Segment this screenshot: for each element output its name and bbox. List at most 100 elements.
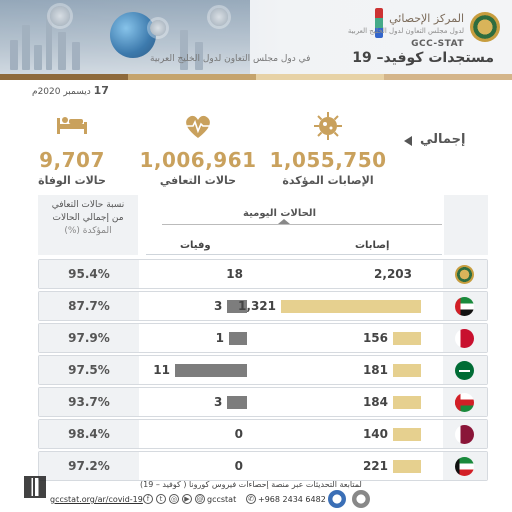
cases-bar <box>393 460 421 473</box>
deaths-bar <box>227 300 247 313</box>
cases-bar <box>393 428 421 441</box>
partner-logo-icon <box>352 490 370 508</box>
flag-column-header <box>444 195 488 255</box>
virus-icon <box>150 20 166 36</box>
cases-header: إصابات <box>355 240 390 251</box>
totals-label: إجمالي <box>420 132 466 147</box>
triangle-pointer-icon <box>404 136 412 146</box>
cases-value: 2,203 <box>374 267 412 281</box>
org-short: GCC-STAT <box>411 39 464 49</box>
recovery-ratio: 97.2% <box>39 452 139 480</box>
cases-value: 181 <box>362 363 388 377</box>
ratio-header-line: المؤكدة (%) <box>64 226 112 236</box>
table-row: 97.5% 11 181 <box>38 355 488 385</box>
deaths-bar <box>227 396 247 409</box>
footer-link[interactable]: gccstat.org/ar/covid-19 <box>50 495 143 504</box>
deaths-header: وفيات <box>180 240 211 251</box>
gcc-logo-icon <box>470 12 500 42</box>
deaths-value: 1 <box>215 331 224 345</box>
virus-icon <box>210 8 228 26</box>
footer-note: لمتابعة التحديثات عبر منصة إحصاءات فيروس… <box>140 480 362 489</box>
bahrain-flag-icon <box>455 329 474 348</box>
oman-flag-icon <box>455 393 474 412</box>
org-name: المركز الإحصائي لدول مجلس التعاون لدول ا… <box>348 12 464 51</box>
cases-bar <box>393 364 421 377</box>
gcc-emblem-icon <box>455 265 474 284</box>
instagram-icon[interactable]: ◎ <box>169 494 179 504</box>
flag-cell <box>443 420 487 448</box>
flag-cell <box>443 356 487 384</box>
deaths-bar <box>175 364 247 377</box>
page-title: مستجدات كوفيد– 19 <box>352 50 494 66</box>
flag-cell <box>443 388 487 416</box>
whatsapp-icon[interactable]: ✆ <box>246 494 256 504</box>
table-row: 87.7% 3 1,321 <box>38 291 488 321</box>
org-name-ar: المركز الإحصائي <box>389 12 464 25</box>
cases-value: 221 <box>362 459 388 473</box>
stat-recovered: 1,006,961 حالات التعافي <box>128 110 268 187</box>
stat-value: 1,006,961 <box>139 148 257 172</box>
flag-cell <box>443 292 487 320</box>
stat-label: حالات الوفاة <box>38 174 106 187</box>
cases-value: 156 <box>362 331 388 345</box>
youtube-icon[interactable]: ▶ <box>182 494 192 504</box>
deaths-value: 3 <box>214 299 223 313</box>
facebook-icon[interactable]: f <box>143 494 153 504</box>
virus-icon <box>50 6 70 26</box>
table-row: 98.4% 0 140 <box>38 419 488 449</box>
ratio-column-header: نسبة حالات التعافي من إجمالي الحالات الم… <box>38 195 138 255</box>
deaths-value: 3 <box>214 395 223 409</box>
table-row: 93.7% 3 184 <box>38 387 488 417</box>
org-sub-ar: لدول مجلس التعاون لدول الخليج العربية <box>347 27 464 35</box>
date-month: ديسمبر 2020م <box>32 87 91 97</box>
twitter-icon[interactable]: t <box>156 494 166 504</box>
ratio-header-line: نسبة حالات التعافي <box>51 200 125 210</box>
phone-number[interactable]: +968 2434 6482 <box>258 495 326 504</box>
recovery-ratio: 98.4% <box>39 420 139 448</box>
cases-value: 140 <box>362 427 388 441</box>
kuwait-flag-icon <box>455 457 474 476</box>
cases-value: 184 <box>362 395 388 409</box>
partner-logo-icon <box>328 490 346 508</box>
uae-flag-icon <box>455 297 474 316</box>
recovery-ratio: 97.9% <box>39 324 139 352</box>
gcc-stat-emblem-icon <box>375 8 383 38</box>
header-stripe <box>0 74 512 80</box>
stat-label: الإصابات المؤكدة <box>282 174 374 187</box>
stat-confirmed: 1,055,750 الإصابات المؤكدة <box>258 110 398 187</box>
stat-value: 9,707 <box>39 148 105 172</box>
daily-column-header <box>146 195 442 255</box>
cases-bar <box>393 332 421 345</box>
cases-bar <box>393 396 421 409</box>
deaths-value: 0 <box>234 427 243 441</box>
deaths-value: 0 <box>234 459 243 473</box>
recovery-ratio: 95.4% <box>39 260 139 288</box>
recovery-ratio: 93.7% <box>39 388 139 416</box>
divider <box>162 224 442 225</box>
table-row: 97.2% 0 221 <box>38 451 488 481</box>
ratio-header-line: من إجمالي الحالات <box>52 213 124 223</box>
table-row: 95.4% 18 2,203 <box>38 259 488 289</box>
heart-pulse-icon <box>182 110 214 146</box>
cases-bar <box>281 300 421 313</box>
flag-cell <box>443 452 487 480</box>
daily-header: الحالات اليومية <box>243 208 316 219</box>
header-image <box>0 0 250 80</box>
deaths-value: 11 <box>153 363 170 377</box>
deaths-bar <box>229 332 247 345</box>
cases-value: 1,321 <box>238 299 276 313</box>
page-subtitle: في دول مجلس التعاون لدول الخليج العربية <box>150 54 311 64</box>
at-icon[interactable]: @ <box>195 494 205 504</box>
flag-cell <box>443 324 487 352</box>
qr-code[interactable] <box>24 476 46 498</box>
header-banner: المركز الإحصائي لدول مجلس التعاون لدول ا… <box>0 0 512 80</box>
qatar-flag-icon <box>455 425 474 444</box>
recovery-ratio: 97.5% <box>39 356 139 384</box>
date-day: 17 <box>93 84 109 97</box>
flag-cell <box>443 260 487 288</box>
stat-deaths: 9,707 حالات الوفاة <box>2 110 142 187</box>
social-handle[interactable]: gccstat <box>207 495 237 504</box>
saudi-flag-icon <box>455 361 474 380</box>
patient-bed-icon <box>55 110 89 142</box>
stat-label: حالات التعافي <box>159 174 237 187</box>
